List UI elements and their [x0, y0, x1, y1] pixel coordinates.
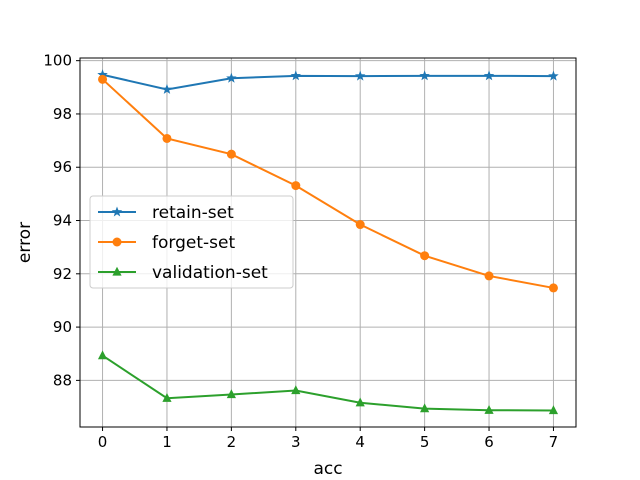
legend-label: forget-set	[152, 233, 235, 253]
data-point-retain-set	[419, 70, 430, 81]
data-point-retain-set	[354, 70, 366, 81]
x-tick-label: 4	[355, 433, 365, 451]
legend-marker	[112, 266, 122, 276]
x-tick-label: 5	[420, 433, 430, 451]
data-point-forget-set	[420, 251, 430, 261]
x-tick-label: 3	[291, 433, 301, 451]
x-axis-label: acc	[313, 459, 342, 479]
axes-frame	[79, 57, 577, 428]
data-point-forget-set	[355, 220, 365, 230]
data-point-forget-set	[162, 133, 172, 143]
legend-item: forget-set	[98, 233, 235, 253]
data-point-forget-set	[548, 283, 558, 293]
y-tick-label: 92	[53, 265, 72, 283]
data-point-validation-set	[97, 350, 108, 360]
legend-marker	[111, 206, 123, 217]
data-point-validation-set	[420, 403, 430, 413]
y-tick-label: 96	[53, 158, 72, 176]
y-tick-label: 94	[53, 212, 72, 230]
grid-lines	[80, 58, 576, 427]
y-axis-label: error	[15, 222, 35, 263]
data-point-validation-set	[355, 397, 365, 407]
axis-ticks: 0 1 2 3 4 5 6 7 88 90 92 94 96 98 100	[43, 52, 558, 451]
y-tick-label: 90	[53, 318, 72, 336]
legend-marker	[112, 237, 122, 247]
data-point-forget-set	[226, 149, 236, 159]
data-point-retain-set	[290, 70, 302, 81]
data-point-retain-set	[161, 83, 173, 94]
data-point-forget-set	[484, 271, 494, 281]
x-tick-label: 2	[227, 433, 237, 451]
legend: retain-set forget-set validation-set	[89, 195, 294, 289]
legend-label: validation-set	[152, 263, 268, 283]
x-tick-label: 0	[98, 433, 108, 451]
legend-item: retain-set	[98, 203, 234, 223]
series-line-forget-set	[101, 78, 554, 289]
data-point-validation-set	[162, 393, 172, 402]
legend-item: validation-set	[98, 263, 268, 283]
data-point-forget-set	[98, 74, 108, 84]
series-validation-set	[97, 350, 559, 415]
data-point-validation-set	[484, 405, 494, 414]
data-point-validation-set	[226, 389, 236, 399]
x-tick-label: 6	[484, 433, 494, 451]
data-point-retain-set	[548, 70, 559, 81]
data-point-retain-set	[483, 70, 495, 81]
data-point-retain-set	[97, 69, 108, 80]
legend-label: retain-set	[152, 203, 234, 223]
data-point-retain-set	[226, 72, 237, 83]
x-tick-label: 7	[549, 433, 559, 451]
series-line-retain-set	[102, 73, 554, 91]
data-point-validation-set	[291, 385, 301, 395]
y-tick-label: 100	[43, 52, 72, 70]
y-tick-label: 98	[53, 105, 72, 123]
series-layer	[97, 69, 559, 415]
series-line-validation-set	[101, 354, 554, 412]
series-retain-set	[97, 69, 559, 94]
data-point-validation-set	[548, 405, 559, 415]
legend-box	[89, 195, 294, 289]
series-forget-set	[98, 74, 558, 293]
y-tick-label: 88	[53, 371, 72, 389]
data-point-forget-set	[291, 181, 301, 191]
x-tick-label: 1	[162, 433, 172, 451]
